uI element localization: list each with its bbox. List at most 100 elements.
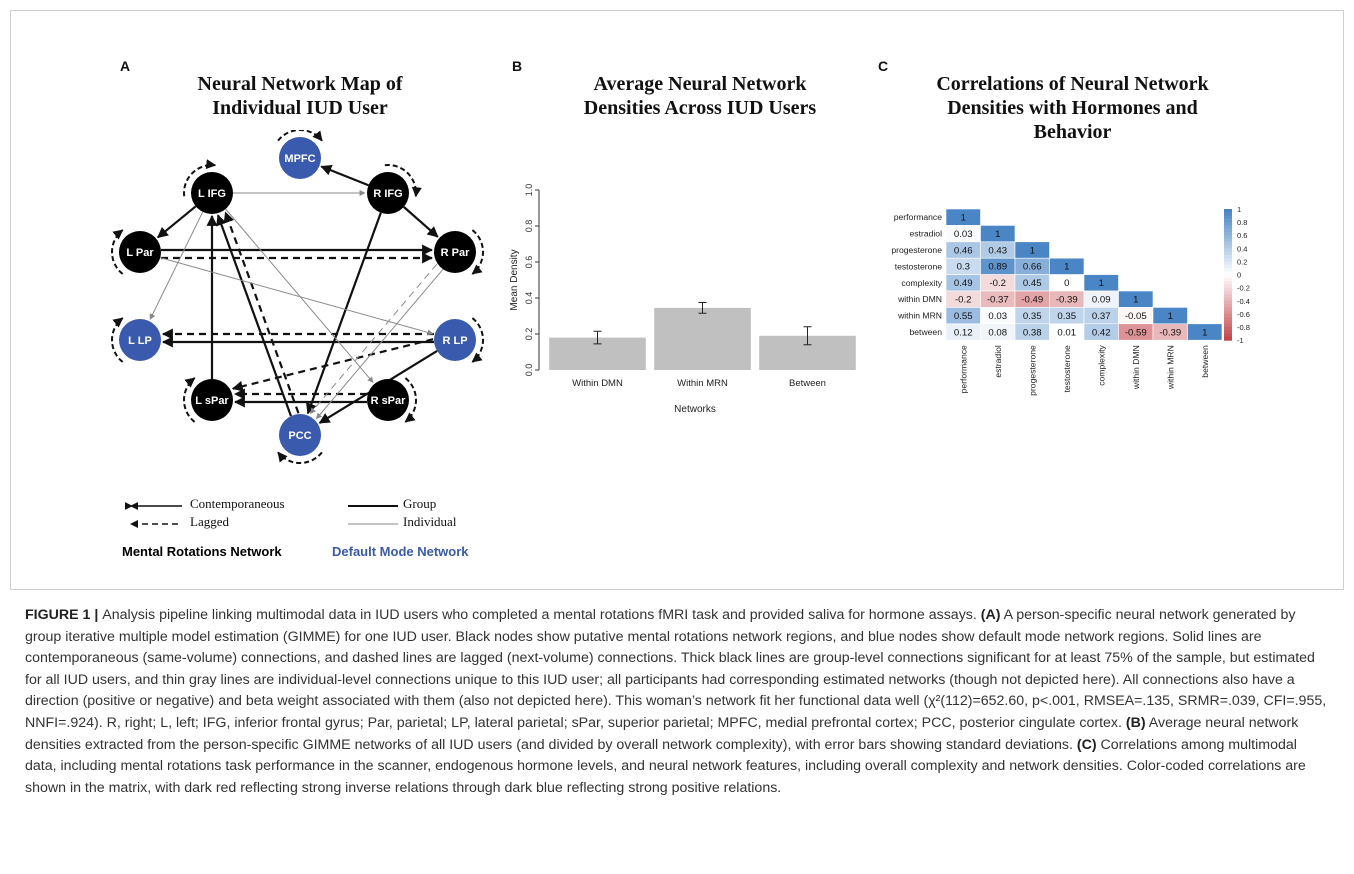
caption-a-tag: (A) (980, 607, 1001, 623)
node-RLP (434, 319, 476, 361)
colorbar-segment (1224, 317, 1232, 322)
colorbar-tick-label: -0.6 (1237, 310, 1250, 319)
colorbar-segment (1224, 327, 1232, 331)
matrix-cell-value: 0.37 (1092, 311, 1111, 322)
legend-group-label: Group (403, 496, 437, 511)
matrix-cell-value: 0.43 (988, 245, 1007, 256)
caption-part4: Correlations among multimodal data, incl… (25, 736, 1306, 796)
colorbar-tick-label: -0.4 (1237, 297, 1250, 306)
self-loop-LIFG (183, 159, 217, 197)
colorbar-segment (1224, 320, 1232, 325)
edge-RIFG-MPFC (320, 165, 369, 187)
self-loop-RsPar (404, 377, 417, 423)
network-self-loops (111, 130, 484, 464)
edge-RIFG-PCC (306, 212, 382, 415)
network-nodes: MPFC L IFG R IFG L Par R Par L LP R LP L sPar R … (119, 137, 476, 456)
edge-LPar-RLP (160, 257, 434, 336)
matrix-cell-value: 0.49 (954, 278, 973, 289)
correlation-labels: performance performance estradiol estradiol… (891, 212, 1209, 396)
node-RsPar (367, 379, 409, 421)
network-diagram: MPFC L IFG R IFG L Par R Par L LP R LP L sPar R … (111, 130, 484, 464)
bar-category-label: Within DMN (572, 378, 623, 389)
self-loop-LLP (111, 317, 124, 363)
colorbar-segment (1224, 241, 1232, 246)
matrix-cell-value: -0.49 (1021, 294, 1043, 305)
edge-RPar-PCC (309, 263, 438, 415)
panel-c-title-line3: Behavior (1033, 121, 1112, 143)
panel-a-title: Neural Network Map of Individual IUD Use… (150, 72, 450, 120)
legend-lagged-label: Lagged (190, 514, 229, 529)
node-MPFC (279, 137, 321, 179)
node-label-MPFC: MPFC (284, 153, 315, 165)
matrix-cell-value: 0.46 (954, 245, 973, 256)
matrix-cell-value: -0.39 (1159, 327, 1181, 338)
colorbar-segment (1224, 235, 1232, 240)
matrix-cell-value: 1 (961, 212, 966, 223)
matrix-cell-value: 1 (1099, 278, 1104, 289)
matrix-col-label: performance (958, 345, 968, 393)
colorbar-segment (1224, 218, 1232, 223)
self-loop-LsPar (183, 377, 196, 423)
colorbar-tick-label: 0.8 (1237, 218, 1247, 227)
matrix-cell-value: -0.05 (1125, 311, 1147, 322)
correlation-matrix: 1 0.03 1 0.46 0.43 1 0.3 0.89 0.66 1 0.49 -0.2 0.45 0… (891, 205, 1250, 396)
colorbar-tick-label: -1 (1237, 336, 1244, 345)
self-loop-MPFC (277, 130, 323, 142)
colorbar-tick-label: 0.2 (1237, 257, 1247, 266)
node-LIFG (191, 172, 233, 214)
colorbar-segment (1224, 238, 1232, 243)
colorbar-segment (1224, 330, 1232, 335)
self-loop-RLP (471, 317, 484, 363)
node-RIFG (367, 172, 409, 214)
node-PCC (279, 414, 321, 456)
bar-category-label: Between (789, 378, 826, 389)
node-label-LsPar: L sPar (195, 395, 229, 407)
colorbar-segment (1224, 287, 1232, 292)
error-bar (698, 302, 707, 314)
matrix-row-label: within MRN (897, 311, 942, 321)
edge-LIFG-LLP (149, 211, 204, 320)
bar-y-tick-label: 0.0 (524, 364, 534, 377)
matrix-col-label: within DMN (1131, 345, 1141, 390)
matrix-cell-value: 0.66 (1023, 262, 1042, 273)
colorbar-segment (1224, 304, 1232, 308)
matrix-cell-value: 0.45 (1023, 278, 1042, 289)
colorbar-segment (1224, 268, 1232, 272)
figure-caption: FIGURE 1 | Analysis pipeline linking mul… (25, 605, 1330, 799)
bar-chart-axis: 0.0 0.2 0.4 0.6 0.8 1.0 (524, 184, 540, 377)
matrix-cell-value: 0 (1064, 278, 1069, 289)
colorbar-segment (1224, 277, 1232, 282)
node-label-PCC: PCC (288, 430, 311, 442)
colorbar-tick-label: 0.6 (1237, 231, 1247, 240)
matrix-cell-value: 1 (1168, 311, 1173, 322)
panel-c-title: Correlations of Neural Network Densities… (900, 72, 1245, 144)
colorbar-segment (1224, 245, 1232, 249)
panel-b-title-line1: Average Neural Network (593, 73, 807, 95)
matrix-cell-value: 0.09 (1092, 294, 1111, 305)
colorbar-segment (1224, 209, 1232, 213)
edge-LIFG-LPar (156, 205, 197, 239)
colorbar-segment (1224, 231, 1232, 236)
matrix-row-label: estradiol (910, 229, 943, 239)
matrix-cell-value: 0.42 (1092, 327, 1111, 338)
matrix-cell-value: 0.35 (1023, 311, 1042, 322)
matrix-cell-value: 0.03 (954, 229, 973, 240)
colorbar-segment (1224, 254, 1232, 259)
matrix-cell-value: 1 (1030, 245, 1035, 256)
self-loop-RIFG (384, 164, 422, 198)
colorbar-segment (1224, 215, 1232, 220)
bar-y-tick-label: 0.6 (524, 256, 534, 269)
matrix-cell-value: -0.2 (989, 278, 1006, 289)
colorbar-segment (1224, 258, 1232, 262)
node-label-RIFG: R IFG (373, 188, 402, 200)
matrix-cell-value: 0.38 (1023, 327, 1042, 338)
correlation-cells: 1 0.03 1 0.46 0.43 1 0.3 0.89 0.66 1 0.49 -0.2 0.45 0… (945, 208, 1223, 341)
error-bar (803, 326, 812, 346)
edge-PCC-LIFG (216, 214, 292, 417)
node-label-RPar: R Par (441, 247, 470, 259)
bar-within-mrn (654, 307, 751, 370)
matrix-row-label: complexity (901, 278, 942, 288)
node-LsPar (191, 379, 233, 421)
matrix-cell-value: 0.35 (1057, 311, 1076, 322)
colorbar-segment (1224, 310, 1232, 315)
